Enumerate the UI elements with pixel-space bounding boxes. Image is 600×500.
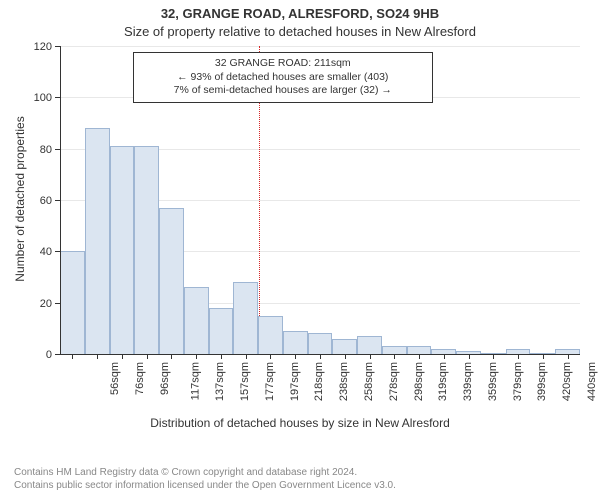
histogram-bar bbox=[184, 287, 209, 354]
x-tick-label: 399sqm bbox=[536, 362, 548, 401]
histogram-bar bbox=[134, 146, 159, 354]
x-tick-label: 379sqm bbox=[512, 362, 524, 401]
histogram-bar bbox=[332, 339, 357, 354]
title-main: 32, GRANGE ROAD, ALRESFORD, SO24 9HB bbox=[0, 6, 600, 21]
annotation-box: 32 GRANGE ROAD: 211sqm ← 93% of detached… bbox=[133, 52, 433, 103]
plot-area: 32 GRANGE ROAD: 211sqm ← 93% of detached… bbox=[60, 46, 580, 354]
histogram-bar bbox=[283, 331, 308, 354]
annotation-line: 32 GRANGE ROAD: 211sqm bbox=[142, 57, 424, 71]
y-tick-label: 120 bbox=[0, 41, 52, 53]
figure: 32, GRANGE ROAD, ALRESFORD, SO24 9HB Siz… bbox=[0, 0, 600, 500]
y-tick-label: 20 bbox=[0, 298, 52, 310]
y-tick-label: 0 bbox=[0, 349, 52, 361]
histogram-bar bbox=[233, 282, 258, 354]
y-axis-line bbox=[60, 46, 61, 354]
y-tick-label: 60 bbox=[0, 195, 52, 207]
x-tick-label: 258sqm bbox=[363, 362, 375, 401]
x-tick-label: 197sqm bbox=[289, 362, 301, 401]
x-tick-label: 339sqm bbox=[462, 362, 474, 401]
x-tick-label: 218sqm bbox=[314, 362, 326, 401]
annotation-line: ← 93% of detached houses are smaller (40… bbox=[142, 71, 424, 85]
x-tick-label: 298sqm bbox=[413, 362, 425, 401]
footer-line: Contains public sector information licen… bbox=[14, 479, 396, 492]
x-tick-label: 420sqm bbox=[561, 362, 573, 401]
histogram-bar bbox=[159, 208, 184, 354]
histogram-bar bbox=[209, 308, 234, 354]
x-tick-label: 177sqm bbox=[264, 362, 276, 401]
x-tick-label: 238sqm bbox=[338, 362, 350, 401]
title-sub: Size of property relative to detached ho… bbox=[0, 24, 600, 39]
annotation-line: 7% of semi-detached houses are larger (3… bbox=[142, 84, 424, 98]
x-tick-label: 440sqm bbox=[586, 362, 598, 401]
y-tick-label: 80 bbox=[0, 144, 52, 156]
footer-line: Contains HM Land Registry data © Crown c… bbox=[14, 466, 396, 479]
gridline bbox=[60, 46, 580, 47]
x-tick-label: 137sqm bbox=[215, 362, 227, 401]
y-tick-label: 100 bbox=[0, 92, 52, 104]
x-axis-line bbox=[60, 354, 580, 355]
histogram-bar bbox=[60, 251, 85, 354]
histogram-bar bbox=[258, 316, 283, 355]
x-tick-label: 76sqm bbox=[134, 362, 146, 395]
x-tick-label: 96sqm bbox=[159, 362, 171, 395]
x-tick-label: 56sqm bbox=[109, 362, 121, 395]
histogram-bar bbox=[308, 333, 333, 354]
x-tick-label: 157sqm bbox=[239, 362, 251, 401]
x-tick-label: 278sqm bbox=[388, 362, 400, 401]
histogram-bar bbox=[110, 146, 135, 354]
x-axis-label: Distribution of detached houses by size … bbox=[0, 416, 600, 430]
histogram-bar bbox=[382, 346, 407, 354]
footer: Contains HM Land Registry data © Crown c… bbox=[14, 466, 396, 492]
histogram-bar bbox=[85, 128, 110, 354]
histogram-bar bbox=[407, 346, 432, 354]
x-tick-label: 117sqm bbox=[189, 362, 201, 400]
y-tick-label: 40 bbox=[0, 246, 52, 258]
x-tick-label: 359sqm bbox=[487, 362, 499, 401]
x-tick-label: 319sqm bbox=[437, 362, 449, 401]
histogram-bar bbox=[357, 336, 382, 354]
